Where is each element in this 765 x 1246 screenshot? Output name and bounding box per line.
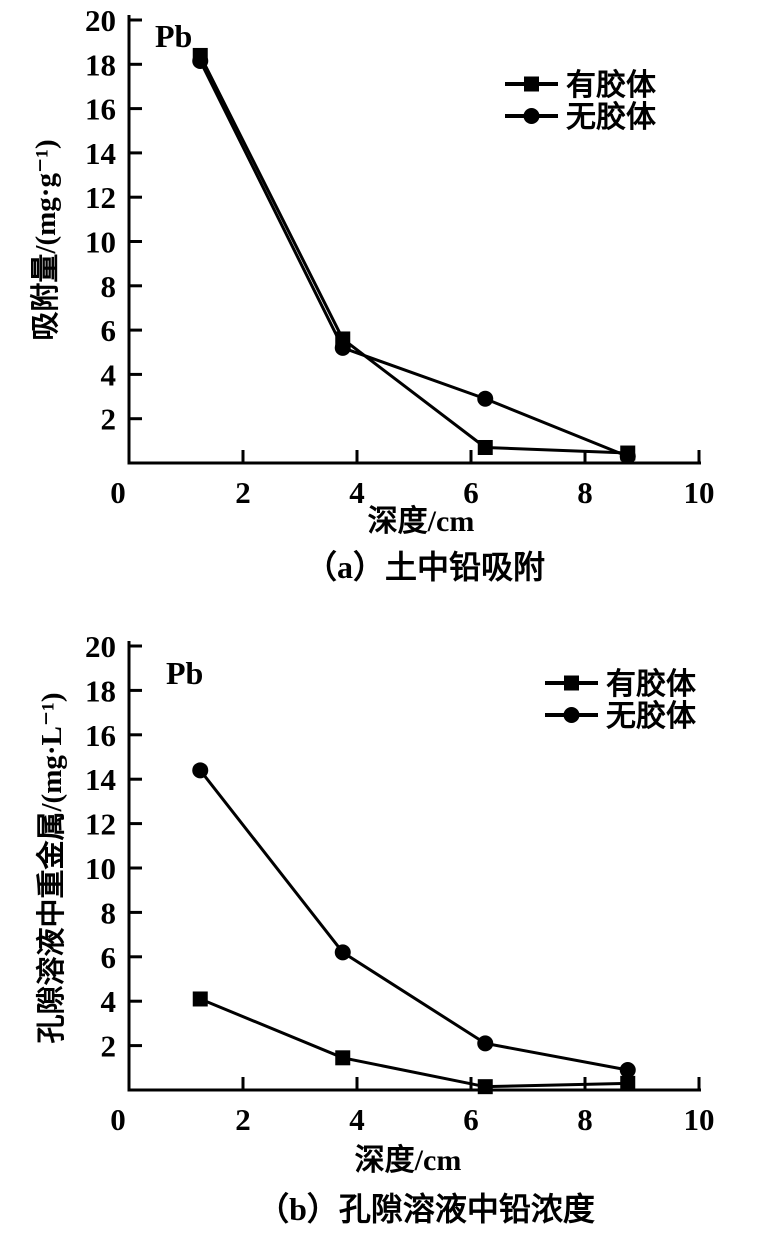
chart-b-plot-area: 0 2 4 6 8 10 2 4 6 8 10 12 14 16 18 20 bbox=[85, 629, 715, 1137]
legend-label-without-colloid: 无胶体 bbox=[606, 699, 697, 733]
legend-label-with-colloid: 有胶体 bbox=[606, 667, 697, 701]
y-tick-label: 6 bbox=[101, 313, 117, 348]
x-tick-label: 10 bbox=[684, 1102, 715, 1137]
data-point-circle bbox=[192, 52, 209, 69]
data-point-square bbox=[335, 1050, 351, 1066]
x-tick-label: 6 bbox=[463, 475, 479, 510]
y-tick-label: 8 bbox=[101, 269, 117, 304]
x-tick-label: 6 bbox=[463, 1102, 479, 1137]
y-tick-label: 10 bbox=[85, 851, 116, 886]
series-line-square bbox=[198, 54, 628, 455]
legend-square-marker-icon bbox=[524, 76, 539, 92]
y-tick-label: 18 bbox=[85, 673, 116, 708]
data-point-square bbox=[620, 1075, 636, 1091]
chart-a-pb-annotation: Pb bbox=[155, 18, 192, 54]
chart-a-caption: （a）土中铅吸附 bbox=[305, 549, 545, 585]
series-line-square bbox=[199, 997, 628, 1089]
data-point-circle bbox=[619, 1062, 636, 1079]
data-point-square bbox=[192, 991, 208, 1007]
legend-label-with-colloid: 有胶体 bbox=[566, 68, 657, 102]
chart-b-legend: 有胶体 无胶体 bbox=[545, 667, 697, 733]
chart-b-caption: （b）孔隙溶液中铅浓度 bbox=[257, 1191, 595, 1227]
y-tick-label: 4 bbox=[101, 357, 117, 392]
chart-b-y-axis-label: 孔隙溶液中重金属/(mg·L⁻¹) bbox=[34, 692, 68, 1043]
x-tick-label: 4 bbox=[349, 1102, 365, 1137]
chart-b: 0 2 4 6 8 10 2 4 6 8 10 12 14 16 18 20 Pb 孔隙溶液中重金属/(mg·… bbox=[34, 629, 715, 1227]
data-point-circle bbox=[192, 762, 209, 779]
data-point-square bbox=[477, 439, 493, 455]
legend-circle-marker-icon bbox=[563, 707, 580, 723]
y-tick-label: 8 bbox=[101, 895, 117, 930]
data-point-square bbox=[477, 1079, 493, 1095]
data-point-circle bbox=[619, 448, 636, 465]
data-point-circle bbox=[477, 1035, 494, 1052]
y-tick-label: 12 bbox=[85, 807, 116, 842]
y-tick-label: 16 bbox=[85, 718, 116, 753]
y-tick-label: 2 bbox=[101, 1029, 117, 1064]
y-tick-label: 6 bbox=[101, 940, 117, 975]
chart-a-legend: 有胶体 无胶体 bbox=[505, 68, 657, 134]
chart-b-pb-annotation: Pb bbox=[166, 655, 203, 691]
x-tick-label: 2 bbox=[235, 475, 251, 510]
data-point-circle bbox=[334, 944, 351, 961]
x-tick-label: 2 bbox=[235, 1102, 251, 1137]
legend-circle-marker-icon bbox=[523, 108, 540, 124]
data-point-circle bbox=[477, 390, 494, 407]
chart-a-plot-area: 0 2 4 6 8 10 2 4 6 8 10 12 14 16 18 20 bbox=[85, 3, 715, 510]
y-tick-label: 20 bbox=[85, 629, 116, 664]
y-tick-label: 18 bbox=[85, 47, 116, 82]
legend-square-marker-icon bbox=[564, 675, 579, 691]
x-tick-label: 0 bbox=[110, 475, 126, 510]
y-tick-label: 20 bbox=[85, 3, 116, 38]
x-tick-label: 8 bbox=[577, 1102, 593, 1137]
chart-b-x-axis-label: 深度/cm bbox=[355, 1144, 462, 1177]
series-line-circle bbox=[198, 60, 629, 458]
y-tick-label: 14 bbox=[85, 762, 116, 797]
x-tick-label: 10 bbox=[684, 475, 715, 510]
x-tick-label: 8 bbox=[577, 475, 593, 510]
y-tick-label: 16 bbox=[85, 92, 116, 127]
y-tick-label: 12 bbox=[85, 180, 116, 215]
x-tick-label: 4 bbox=[349, 475, 365, 510]
chart-a-x-axis-label: 深度/cm bbox=[368, 505, 475, 538]
y-tick-label: 2 bbox=[101, 402, 117, 437]
legend-label-without-colloid: 无胶体 bbox=[566, 100, 657, 134]
y-tick-label: 14 bbox=[85, 136, 116, 171]
data-point-circle bbox=[334, 339, 351, 356]
x-tick-label: 0 bbox=[110, 1102, 126, 1137]
y-tick-label: 10 bbox=[85, 225, 116, 260]
series-line-circle bbox=[199, 769, 629, 1072]
chart-a-y-axis-label: 吸附量/(mg·g⁻¹) bbox=[29, 139, 62, 340]
y-tick-label: 4 bbox=[101, 984, 117, 1019]
